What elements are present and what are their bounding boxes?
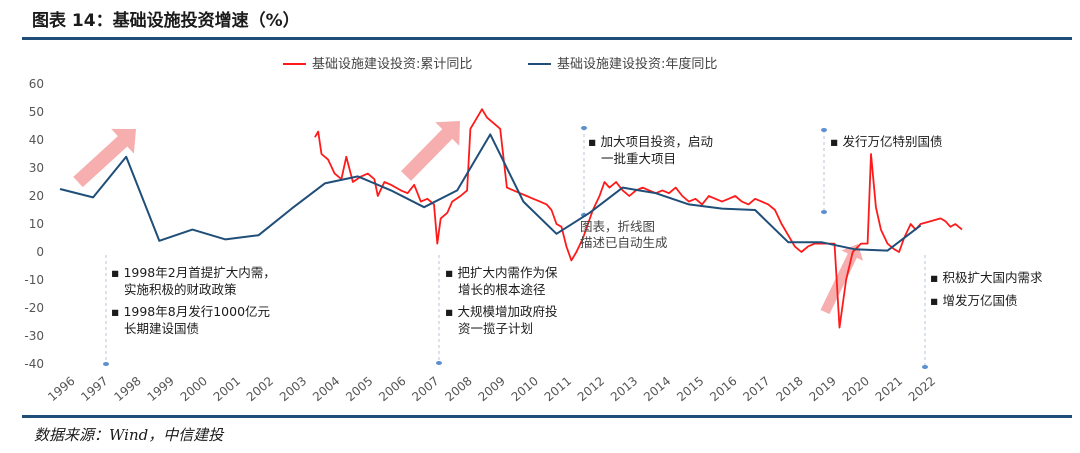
y-tick-label: 30 bbox=[29, 161, 44, 175]
x-tick-label: 2016 bbox=[707, 374, 739, 404]
annotation-1998-line2: 实施积极的财政政策 bbox=[124, 282, 237, 297]
trend-arrow-2020 bbox=[820, 244, 864, 315]
y-tick-label: 60 bbox=[29, 77, 44, 91]
trend-arrow-1998 bbox=[73, 128, 136, 188]
guide-top-marker bbox=[821, 128, 827, 132]
y-tick-labels: -40 -30 -20 -10 0 10 20 30 40 50 60 bbox=[24, 77, 44, 371]
overlay-caption-line2: 描述已自动生成 bbox=[580, 235, 668, 250]
x-tick-label: 2003 bbox=[277, 374, 309, 404]
x-tick-label: 2017 bbox=[740, 374, 772, 404]
trend-arrow-2008 bbox=[401, 121, 460, 181]
x-tick-label: 1996 bbox=[45, 374, 77, 404]
annotation-2008-line3: ▪ 大规模增加政府投 bbox=[445, 304, 557, 319]
annotation-2012-line1: ▪ 加大项目投资，启动 bbox=[588, 134, 713, 149]
y-tick-label: -30 bbox=[24, 329, 44, 343]
overlay-caption-line1: 图表，折线图 bbox=[580, 219, 655, 234]
guide-1998-marker bbox=[103, 362, 109, 366]
annotation-1998-line4: 长期建设国债 bbox=[124, 321, 199, 336]
x-tick-label: 2006 bbox=[376, 374, 408, 404]
x-tick-label: 2004 bbox=[310, 374, 342, 404]
guide-2008-marker bbox=[436, 361, 442, 365]
source-note: 数据来源：Wind，中信建投 bbox=[34, 426, 224, 444]
bottom-rule bbox=[22, 415, 1072, 418]
annotation-2012-line2: 一批重大项目 bbox=[601, 151, 676, 166]
guide-2022-marker bbox=[922, 365, 928, 369]
x-tick-label: 2009 bbox=[476, 374, 508, 404]
x-tick-label: 1998 bbox=[111, 374, 143, 404]
x-tick-label: 2012 bbox=[575, 374, 607, 404]
annotation-1998-line3: ▪ 1998年8月发行1000亿元 bbox=[111, 304, 270, 319]
series-line-0 bbox=[314, 108, 963, 329]
annotation-2022-line2: ▪ 增发万亿国债 bbox=[930, 293, 1017, 308]
trend-arrows bbox=[73, 121, 864, 315]
x-tick-labels: 1996 1997 1998 1999 2000 2001 2002 2003 2004 2005… bbox=[45, 374, 938, 404]
series-lines bbox=[59, 108, 963, 329]
x-tick-label: 2020 bbox=[840, 374, 872, 404]
series-line-1 bbox=[59, 133, 922, 252]
annotation-2022-line1: ▪ 积极扩大国内需求 bbox=[930, 270, 1043, 285]
x-tick-label: 2005 bbox=[343, 374, 375, 404]
y-tick-label: -20 bbox=[24, 301, 44, 315]
annotation-2008-line2: 增长的根本途径 bbox=[458, 282, 546, 297]
chart-title: 图表 14：基础设施投资增速（%） bbox=[32, 11, 300, 31]
x-tick-label: 2008 bbox=[442, 374, 474, 404]
x-tick-label: 2015 bbox=[674, 374, 706, 404]
annotation-1998-line1: ▪ 1998年2月首提扩大内需， bbox=[111, 265, 276, 280]
x-tick-label: 2000 bbox=[178, 374, 210, 404]
y-tick-label: -40 bbox=[24, 357, 44, 371]
x-tick-label: 2021 bbox=[873, 374, 905, 404]
annotation-guides bbox=[103, 126, 928, 369]
y-tick-label: 40 bbox=[29, 133, 44, 147]
y-tick-label: -10 bbox=[24, 273, 44, 287]
x-tick-label: 2002 bbox=[244, 374, 276, 404]
annotations: ▪ 1998年2月首提扩大内需， 实施积极的财政政策 ▪ 1998年8月发行10… bbox=[111, 134, 1043, 336]
annotation-2008-line1: ▪ 把扩大内需作为保 bbox=[445, 265, 558, 280]
x-tick-label: 2011 bbox=[542, 374, 574, 404]
annotation-2008-line4: 资一揽子计划 bbox=[458, 321, 533, 336]
x-tick-label: 1999 bbox=[145, 374, 177, 404]
x-tick-label: 2007 bbox=[409, 374, 441, 404]
legend-label-cumulative: 基础设施建设投资:累计同比 bbox=[312, 56, 472, 72]
guide-2020-marker bbox=[821, 210, 827, 214]
annotation-2020-line1: ▪ 发行万亿特别国债 bbox=[830, 134, 942, 149]
y-tick-label: 20 bbox=[29, 189, 44, 203]
x-tick-label: 2014 bbox=[641, 374, 673, 404]
x-tick-label: 1997 bbox=[78, 374, 110, 404]
top-rule bbox=[22, 37, 1072, 40]
y-tick-label: 10 bbox=[29, 217, 44, 231]
legend-label-annual: 基础设施建设投资:年度同比 bbox=[557, 56, 717, 72]
x-tick-label: 2001 bbox=[211, 374, 243, 404]
x-tick-label: 2010 bbox=[509, 374, 541, 404]
guide-top-marker bbox=[581, 126, 587, 130]
legend: 基础设施建设投资:累计同比 基础设施建设投资:年度同比 bbox=[283, 56, 717, 72]
y-tick-label: 50 bbox=[29, 105, 44, 119]
y-tick-label: 0 bbox=[36, 245, 44, 259]
x-tick-label: 2013 bbox=[608, 374, 640, 404]
x-tick-label: 2022 bbox=[906, 374, 938, 404]
x-tick-label: 2018 bbox=[773, 374, 805, 404]
x-tick-label: 2019 bbox=[807, 374, 839, 404]
